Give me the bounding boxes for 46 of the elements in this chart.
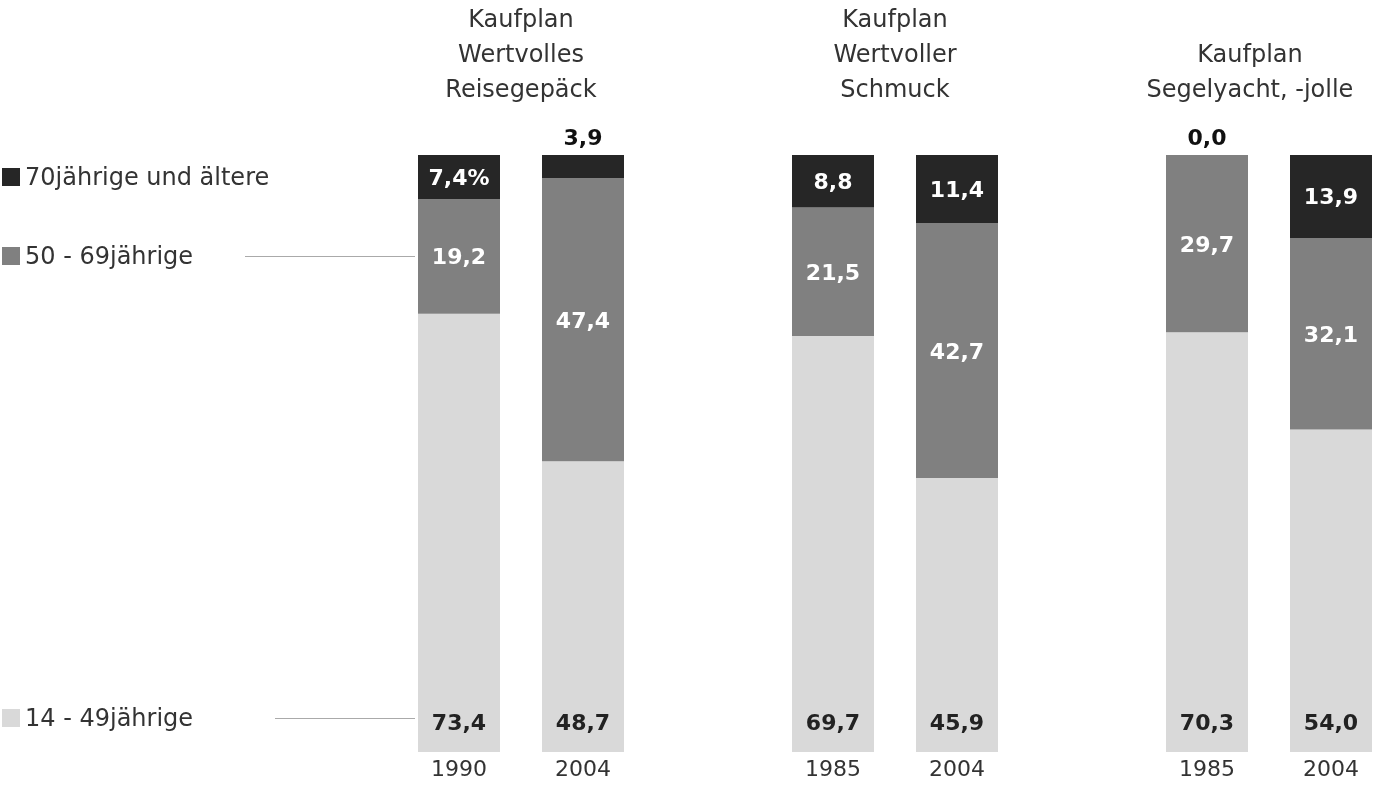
x-tick-label: 1985: [1179, 755, 1235, 781]
data-label: 42,7: [929, 338, 985, 364]
legend-label: 70jährige und ältere: [25, 162, 270, 194]
bar: [1290, 155, 1372, 238]
x-tick-label: 2004: [929, 755, 985, 781]
bar: [1290, 429, 1372, 752]
chart-title: Kaufplan Segelyacht, -jolle: [1145, 39, 1355, 105]
chart-title: Kaufplan Wertvolles Reisegepäck: [444, 4, 598, 105]
data-label: 11,4: [929, 177, 985, 203]
bar: [542, 178, 624, 462]
bar: [1166, 155, 1248, 333]
bar: [916, 155, 998, 224]
chart-title: Kaufplan Wertvoller Schmuck: [832, 4, 958, 105]
bar: [792, 155, 874, 208]
legend-label: 14 - 49jährige: [25, 703, 194, 734]
data-label: 21,5: [805, 259, 861, 285]
data-label: 45,9: [929, 710, 985, 735]
data-label: 7,4%: [428, 165, 490, 191]
x-tick-label: 1990: [431, 755, 487, 781]
bar: [1166, 332, 1248, 752]
data-label: 8,8: [813, 169, 853, 195]
data-label: 19,2: [431, 244, 487, 270]
data-label: 13,9: [1303, 184, 1359, 210]
x-tick-label: 2004: [555, 755, 611, 781]
data-label: 70,3: [1179, 710, 1235, 735]
data-label: 73,4: [431, 710, 487, 735]
data-label: 0,0: [1187, 125, 1227, 150]
data-label: 3,9: [563, 125, 603, 150]
bar: [792, 207, 874, 336]
bar: [418, 199, 500, 314]
legend-label: 50 - 69jährige: [25, 241, 194, 273]
bar: [542, 155, 624, 179]
bar: [792, 335, 874, 752]
data-label: 48,7: [555, 710, 611, 735]
bar: [418, 313, 500, 752]
data-label: 54,0: [1303, 710, 1359, 735]
data-label: 47,4: [555, 307, 611, 333]
x-tick-label: 1985: [805, 755, 861, 781]
data-label: 69,7: [805, 710, 861, 735]
x-tick-label: 2004: [1303, 755, 1359, 781]
bar: [916, 477, 998, 752]
data-label: 32,1: [1303, 321, 1359, 347]
bar: [1290, 237, 1372, 430]
bar: [916, 223, 998, 478]
bar: [542, 461, 624, 752]
data-label: 29,7: [1179, 231, 1235, 257]
